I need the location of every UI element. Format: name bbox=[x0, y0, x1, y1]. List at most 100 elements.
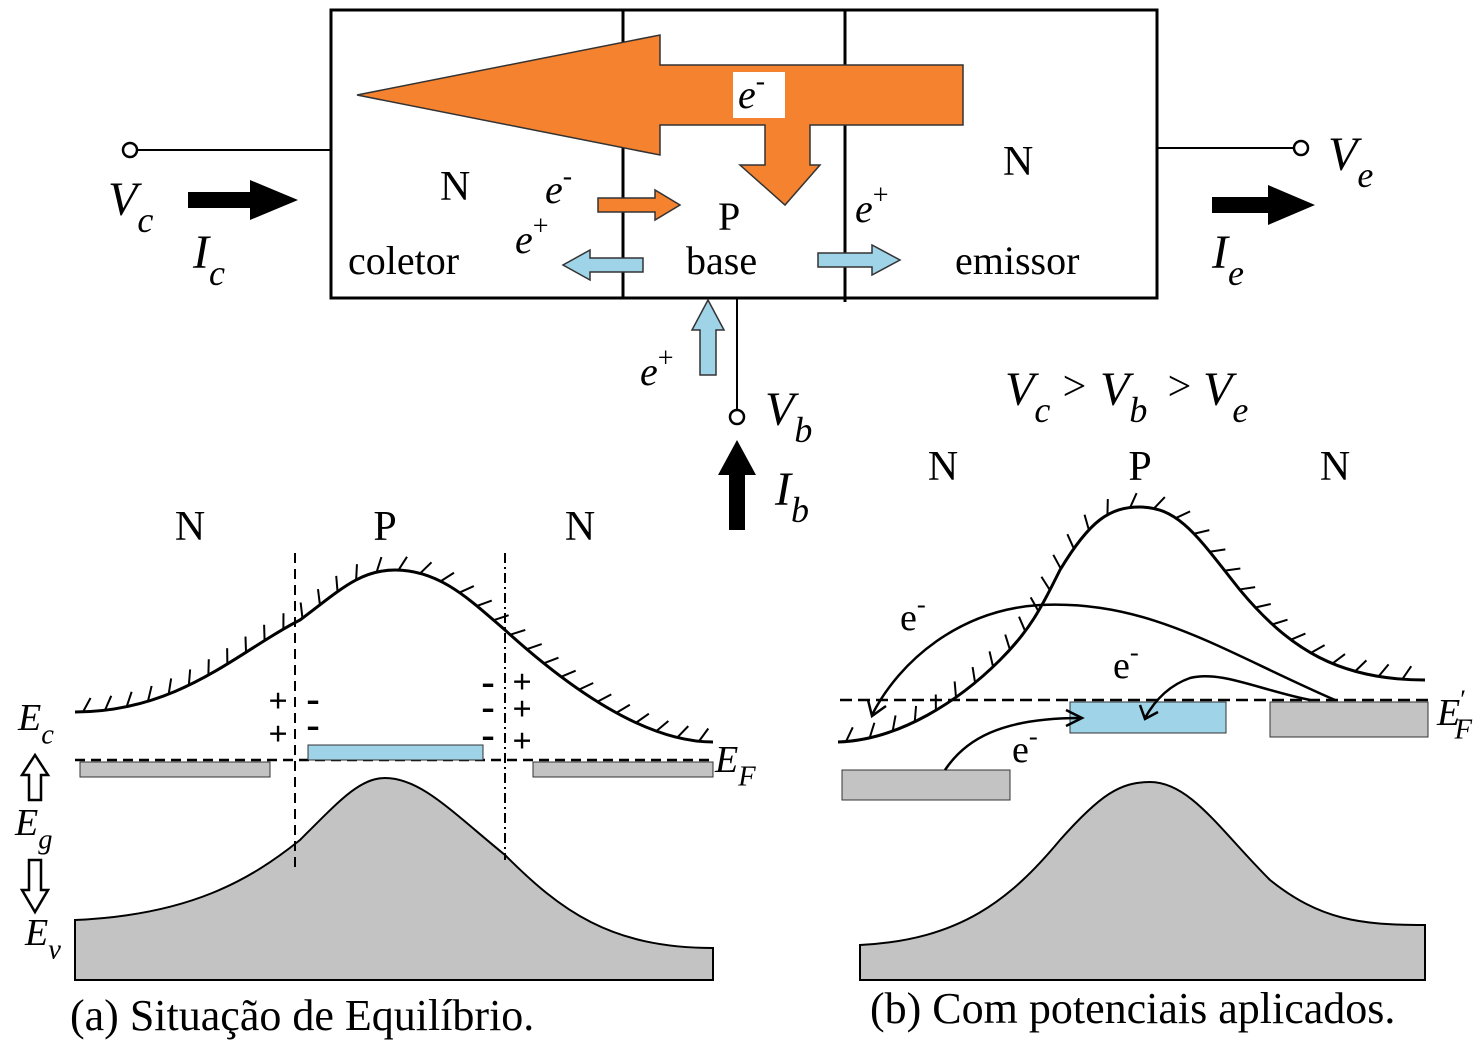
label: > bbox=[1165, 364, 1193, 410]
label: N bbox=[440, 164, 470, 210]
hatch bbox=[1154, 497, 1165, 508]
hatch bbox=[245, 637, 246, 653]
hatch bbox=[494, 615, 509, 620]
symbol-base: e bbox=[855, 186, 873, 231]
charge: + bbox=[268, 683, 287, 720]
hatch bbox=[1085, 515, 1089, 530]
symbol-base: E bbox=[17, 697, 41, 739]
donor-level bbox=[842, 770, 1010, 800]
symbol: Ib bbox=[774, 463, 809, 530]
symbol: e- bbox=[1113, 637, 1139, 687]
subscript: e bbox=[1232, 390, 1248, 430]
hatch bbox=[441, 573, 454, 581]
donor-level bbox=[533, 762, 713, 777]
arrow bbox=[563, 250, 643, 280]
charge: - bbox=[306, 702, 319, 747]
label: N bbox=[1003, 139, 1033, 185]
symbol: Vc bbox=[108, 173, 153, 240]
hatch bbox=[1255, 604, 1270, 607]
hatch bbox=[1379, 664, 1389, 676]
hatch bbox=[1291, 634, 1306, 640]
subscript: c bbox=[137, 200, 153, 240]
caption: (b) Com potenciais aplicados. bbox=[870, 984, 1395, 1033]
symbol-base: e bbox=[1113, 645, 1130, 687]
label: > bbox=[1060, 364, 1088, 410]
hatch bbox=[189, 669, 190, 685]
valence-band bbox=[860, 782, 1425, 980]
conduction-band bbox=[75, 570, 713, 742]
electron-paths bbox=[868, 605, 1335, 770]
hatch bbox=[1053, 555, 1060, 569]
donor-level bbox=[80, 762, 270, 777]
hatch bbox=[1311, 645, 1325, 653]
hatch bbox=[990, 651, 994, 666]
symbol: Ev bbox=[24, 912, 61, 965]
superscript: - bbox=[1130, 637, 1139, 667]
superscript: + bbox=[533, 211, 549, 242]
symbol-base: e bbox=[515, 217, 533, 262]
symbol-base: e bbox=[738, 72, 756, 117]
charge: + bbox=[512, 723, 531, 760]
hatch bbox=[636, 714, 649, 723]
symbol: Ve bbox=[1203, 363, 1248, 430]
hatch bbox=[955, 681, 956, 697]
charge: + bbox=[268, 716, 287, 753]
subscript: b bbox=[794, 410, 812, 450]
superscript: + bbox=[873, 180, 889, 211]
symbol: Ic bbox=[192, 226, 225, 293]
region-label: N bbox=[928, 444, 958, 490]
region-label: N bbox=[175, 504, 205, 550]
hatch bbox=[1402, 666, 1411, 679]
symbol: E′F bbox=[1436, 684, 1473, 745]
superscript: - bbox=[756, 66, 765, 97]
symbol: e- bbox=[1012, 721, 1038, 771]
symbol: Eg bbox=[14, 802, 52, 855]
hatch bbox=[597, 694, 611, 701]
subscript: b bbox=[1129, 390, 1147, 430]
hatch bbox=[1194, 530, 1209, 534]
acceptor-level bbox=[308, 745, 483, 760]
symbol: e+ bbox=[515, 211, 549, 262]
terminal bbox=[123, 143, 137, 157]
label: coletor bbox=[348, 238, 459, 283]
terminal bbox=[1294, 141, 1308, 155]
subscript: c bbox=[1034, 390, 1050, 430]
symbol-base: e bbox=[1012, 729, 1029, 771]
symbol: e- bbox=[545, 161, 572, 212]
valence-band bbox=[75, 778, 713, 980]
hatch bbox=[398, 557, 407, 570]
hatch bbox=[83, 698, 91, 712]
region-label: N bbox=[1320, 444, 1350, 490]
superscript: - bbox=[917, 589, 926, 619]
superscript: + bbox=[658, 343, 674, 374]
superscript: - bbox=[1029, 721, 1038, 751]
hatch bbox=[1067, 534, 1073, 548]
region-label: P bbox=[373, 504, 396, 550]
hatch bbox=[1240, 587, 1256, 589]
region-label: P bbox=[1128, 444, 1151, 490]
terminal bbox=[730, 410, 744, 424]
subscript: e bbox=[1357, 155, 1373, 195]
hatch bbox=[699, 729, 708, 742]
bjt-diagram: NcoletorPbaseNemissore-e-e+e+e+VcIcVeIeV… bbox=[0, 0, 1483, 1041]
hatch bbox=[1272, 620, 1287, 625]
symbol: Ve bbox=[1328, 128, 1373, 195]
hatch bbox=[677, 726, 688, 737]
subscript: b bbox=[791, 490, 809, 530]
hatch bbox=[579, 683, 593, 690]
gap-arrow bbox=[22, 755, 48, 800]
arrow bbox=[1212, 185, 1315, 225]
subscript: e bbox=[1228, 253, 1244, 293]
hatch bbox=[301, 602, 303, 618]
hatch bbox=[420, 562, 431, 573]
hatch bbox=[616, 705, 630, 713]
subscript: g bbox=[38, 824, 52, 855]
subscript: v bbox=[48, 934, 61, 965]
symbol: e+ bbox=[640, 343, 674, 394]
hatch bbox=[1210, 549, 1226, 551]
label: P bbox=[718, 194, 740, 239]
label: emissor bbox=[955, 238, 1079, 283]
subscript: c bbox=[209, 253, 225, 293]
label: base bbox=[686, 238, 757, 283]
hatch bbox=[510, 630, 525, 635]
